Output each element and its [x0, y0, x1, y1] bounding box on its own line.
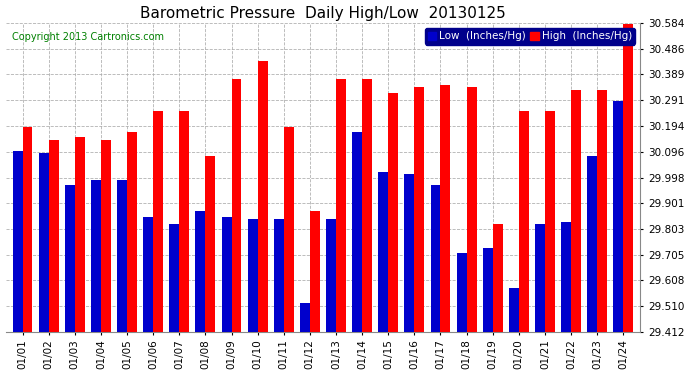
Legend: Low  (Inches/Hg), High  (Inches/Hg): Low (Inches/Hg), High (Inches/Hg) — [425, 28, 635, 45]
Bar — [431, 185, 440, 332]
Bar — [378, 172, 388, 332]
Bar — [519, 111, 529, 332]
Bar — [12, 151, 23, 332]
Bar — [509, 288, 519, 332]
Bar — [153, 111, 163, 332]
Bar — [415, 87, 424, 332]
Bar — [457, 254, 466, 332]
Bar — [493, 224, 502, 332]
Bar — [169, 224, 179, 332]
Bar — [248, 219, 257, 332]
Bar — [232, 80, 241, 332]
Bar — [65, 185, 75, 332]
Bar — [466, 87, 477, 332]
Bar — [440, 85, 451, 332]
Bar — [195, 211, 206, 332]
Bar — [221, 216, 232, 332]
Bar — [179, 111, 189, 332]
Bar — [388, 93, 398, 332]
Bar — [206, 156, 215, 332]
Bar — [127, 132, 137, 332]
Bar — [284, 127, 294, 332]
Bar — [587, 156, 598, 332]
Bar — [623, 24, 633, 332]
Bar — [300, 303, 310, 332]
Bar — [613, 100, 623, 332]
Bar — [561, 222, 571, 332]
Bar — [326, 219, 336, 332]
Bar — [545, 111, 555, 332]
Bar — [257, 61, 268, 332]
Bar — [49, 140, 59, 332]
Title: Barometric Pressure  Daily High/Low  20130125: Barometric Pressure Daily High/Low 20130… — [140, 6, 506, 21]
Bar — [483, 248, 493, 332]
Bar — [352, 132, 362, 332]
Text: Copyright 2013 Cartronics.com: Copyright 2013 Cartronics.com — [12, 32, 164, 42]
Bar — [336, 80, 346, 332]
Bar — [274, 219, 284, 332]
Bar — [91, 180, 101, 332]
Bar — [404, 174, 415, 332]
Bar — [75, 138, 85, 332]
Bar — [117, 180, 127, 332]
Bar — [598, 90, 607, 332]
Bar — [362, 80, 372, 332]
Bar — [144, 216, 153, 332]
Bar — [310, 211, 319, 332]
Bar — [23, 127, 32, 332]
Bar — [101, 140, 111, 332]
Bar — [535, 224, 545, 332]
Bar — [571, 90, 581, 332]
Bar — [39, 153, 49, 332]
